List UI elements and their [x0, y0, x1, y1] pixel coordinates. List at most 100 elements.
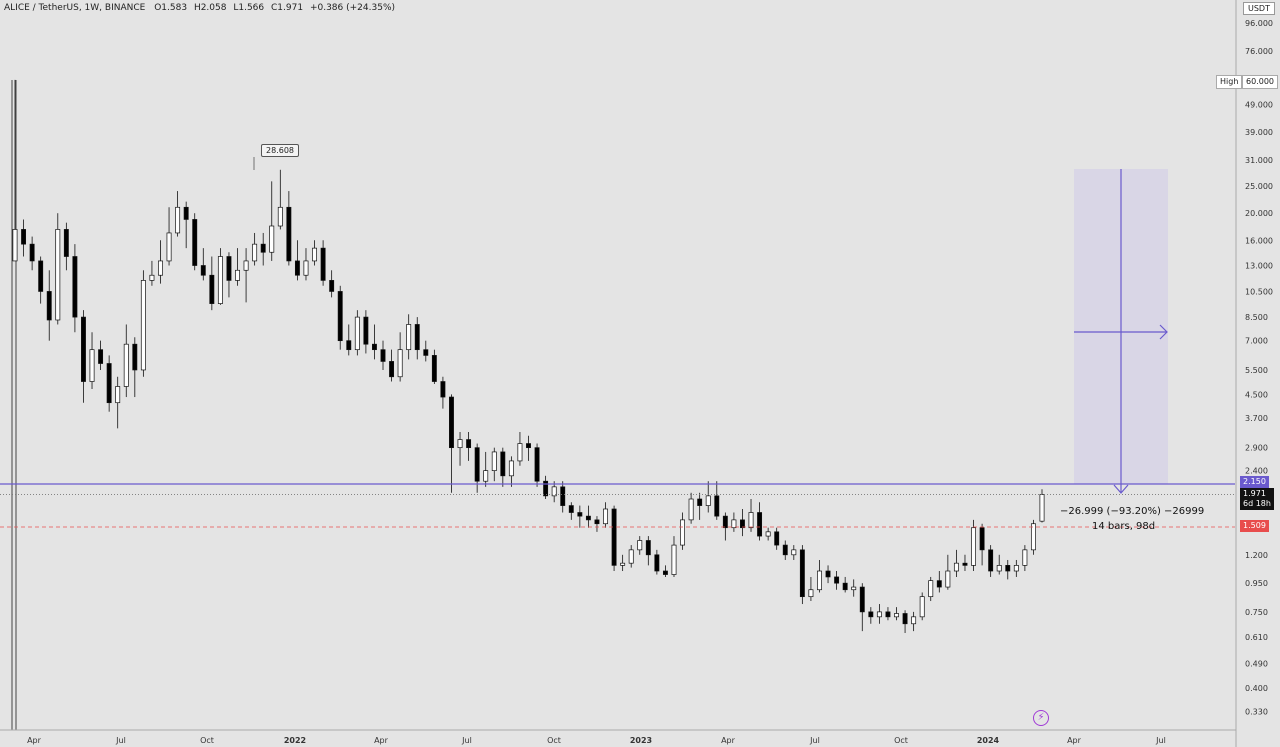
candle-body-down	[757, 512, 763, 537]
candle-body-down	[46, 291, 52, 321]
price-tick-label: 5.500	[1245, 366, 1268, 375]
currency-badge[interactable]: USDT	[1243, 2, 1275, 15]
candle-body-up	[123, 343, 129, 387]
candle	[1030, 519, 1036, 555]
candle-body-down	[834, 576, 840, 584]
candle-body-up	[158, 260, 163, 276]
candle-body-up	[894, 613, 899, 618]
candle-body-down	[294, 260, 300, 276]
candle	[517, 431, 523, 466]
candle-body-up	[876, 611, 882, 618]
candle	[748, 499, 754, 532]
candle	[731, 512, 737, 532]
down-arrow-head	[1113, 484, 1129, 494]
candle-body-down	[842, 582, 848, 591]
candle-body-down	[183, 206, 189, 220]
candle-body-down	[534, 447, 540, 482]
candle-body-down	[372, 343, 377, 351]
time-tick-label: 2022	[284, 736, 306, 745]
candle	[414, 317, 420, 360]
candle-body-up	[748, 512, 754, 529]
candle	[1022, 545, 1028, 572]
candle	[611, 505, 617, 572]
candle-body-down	[697, 498, 703, 506]
candle-body-down	[81, 316, 86, 382]
candle-body-down	[440, 381, 446, 398]
candle	[277, 169, 283, 230]
candle	[765, 527, 771, 541]
candle-body-up	[603, 508, 608, 525]
candle	[483, 451, 489, 487]
candle	[782, 540, 788, 560]
candle	[662, 565, 668, 577]
candle-body-down	[782, 544, 788, 556]
candle-body-down	[209, 274, 215, 304]
candle-body-up	[1030, 523, 1036, 551]
candle	[423, 340, 429, 362]
candle-body-down	[962, 562, 968, 566]
candle-body-up	[1022, 549, 1028, 566]
candle	[971, 519, 976, 572]
candle	[98, 340, 104, 370]
measure-change-text: −26.999 (−93.20%) −26999	[1060, 506, 1205, 517]
candle	[851, 579, 857, 597]
candle	[645, 536, 651, 566]
candle-body-up	[637, 540, 643, 551]
candle-body-up	[140, 280, 146, 371]
candle-body-up	[149, 274, 155, 281]
time-axis[interactable]: Apr Jul Oct 2022 Apr Jul Oct 2023 Apr Jul Oct 2024 A…	[27, 736, 1166, 745]
candle-body-up	[166, 232, 172, 262]
price-tick-label: 0.400	[1245, 684, 1268, 693]
candle-body-down	[363, 316, 369, 345]
candle	[149, 260, 155, 286]
symbol-title[interactable]: ALICE / TetherUS, 1W, BINANCE	[4, 3, 146, 13]
candle	[988, 545, 994, 577]
price-tick-label: 2.900	[1245, 444, 1268, 453]
projection-arrows[interactable]	[1074, 169, 1168, 494]
candle-body-up	[551, 486, 557, 497]
candle	[320, 240, 326, 286]
candle	[705, 481, 711, 513]
red-level-price-label: 1.509	[1240, 520, 1269, 532]
price-tick-label: 10.500	[1245, 287, 1273, 296]
candle	[671, 536, 677, 577]
time-tick-label: Jul	[461, 736, 472, 745]
candle-body-up	[457, 439, 463, 449]
candle	[1013, 559, 1019, 577]
candle	[226, 252, 232, 298]
candle-body-down	[662, 570, 668, 575]
candle-body-down	[645, 540, 651, 556]
candle	[132, 337, 138, 398]
candle	[457, 431, 463, 466]
candle	[680, 512, 686, 550]
candle-body-down	[192, 219, 198, 266]
candle-body-down	[337, 291, 343, 342]
candle	[217, 248, 223, 305]
candle-body-down	[543, 480, 549, 497]
candle	[346, 324, 352, 356]
candle	[354, 310, 360, 356]
candle	[603, 502, 608, 528]
candle-body-down	[714, 495, 720, 517]
candle	[303, 248, 309, 281]
time-tick-label: Jul	[1155, 736, 1166, 745]
candle-body-down	[329, 280, 335, 292]
change-value: +0.386 (+24.35%)	[309, 3, 396, 13]
time-tick-label: Jul	[809, 736, 820, 745]
candle-body-down	[286, 206, 292, 262]
candle-body-up	[911, 616, 917, 625]
candle	[389, 349, 395, 382]
candle-body-down	[380, 349, 386, 362]
price-tick-label: 1.200	[1245, 551, 1268, 560]
open-value: O1.583	[154, 3, 188, 13]
current-price-value: 1.971	[1243, 489, 1266, 498]
time-tick-label: Apr	[721, 736, 736, 745]
candle	[200, 248, 206, 281]
candle	[252, 232, 258, 266]
lightning-icon[interactable]: ⚡	[1033, 710, 1049, 726]
candle	[911, 611, 917, 632]
candle-body-down	[431, 355, 437, 382]
candle-body-up	[817, 570, 822, 591]
